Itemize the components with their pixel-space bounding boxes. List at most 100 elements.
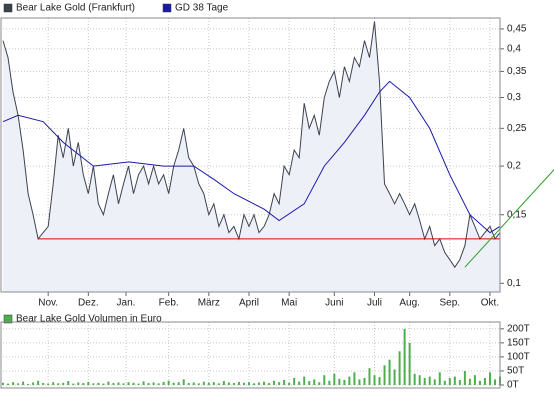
volume-bar	[237, 381, 240, 385]
volume-bar	[157, 383, 160, 385]
volume-bar	[258, 382, 261, 385]
x-tick-label: Juni	[325, 298, 343, 309]
volume-bar	[473, 375, 476, 385]
volume-bar	[182, 379, 185, 385]
volume-bar	[22, 381, 25, 385]
volume-bar	[408, 342, 411, 385]
volume-bar	[62, 382, 65, 385]
x-tick-label: Dez.	[78, 298, 99, 309]
volume-bar	[2, 382, 4, 385]
volume-bar	[12, 382, 15, 385]
volume-bar	[418, 375, 421, 385]
volume-bar	[448, 377, 451, 385]
volume-bar	[458, 379, 461, 385]
volume-bar	[137, 383, 140, 385]
volume-bar	[7, 383, 10, 385]
volume-bar	[428, 376, 431, 385]
volume-bar	[333, 373, 336, 385]
y-tick-label: 0,1	[507, 278, 521, 289]
volume-bar	[147, 383, 150, 385]
volume-bar	[283, 379, 286, 385]
volume-bar	[37, 380, 40, 385]
y-tick-label: 150T	[507, 337, 530, 348]
volume-bar	[232, 383, 235, 385]
volume-bar	[483, 377, 486, 385]
volume-bar	[77, 382, 80, 385]
volume-bar	[207, 382, 210, 385]
volume-bar	[468, 378, 471, 385]
volume-bar	[288, 382, 291, 385]
volume-bar	[32, 382, 35, 385]
plot-frame	[0, 321, 501, 389]
volume-bar	[222, 381, 225, 385]
legend-swatch	[3, 3, 13, 13]
volume-bar	[363, 377, 366, 385]
volume-bar	[92, 383, 95, 385]
volume-bar	[438, 372, 441, 385]
y-tick-label: 0,45	[507, 24, 527, 35]
series-line	[2, 80, 501, 234]
volume-bar	[423, 377, 426, 385]
volume-bar	[72, 383, 75, 385]
volume-bar	[308, 381, 311, 385]
volume-bar	[202, 381, 205, 385]
x-tick-label: Aug.	[399, 298, 420, 309]
volume-bar	[348, 376, 351, 385]
volume-bar	[398, 351, 401, 385]
volume-bar	[373, 375, 376, 385]
x-tick-label: Juli	[367, 298, 382, 309]
x-tick-label: Sep.	[440, 298, 461, 309]
volume-bar	[253, 383, 256, 385]
volume-bar	[278, 382, 281, 385]
volume-bar	[192, 382, 195, 385]
volume-bar	[57, 383, 60, 385]
x-tick-label: Nov.	[38, 298, 58, 309]
y-tick-label: 50T	[507, 366, 524, 377]
volume-bar	[328, 380, 331, 385]
volume-bar	[52, 382, 55, 385]
volume-bar	[303, 376, 306, 385]
volume-bar	[242, 382, 245, 385]
volume-bar	[263, 381, 266, 385]
price-area	[3, 21, 500, 292]
volume-bar	[378, 377, 381, 385]
volume-bar	[112, 383, 115, 385]
volume-bar	[493, 379, 496, 385]
volume-bar	[318, 382, 321, 385]
volume-bar	[67, 381, 70, 385]
x-tick-label: Okt.	[481, 298, 499, 309]
volume-bar	[177, 382, 180, 385]
trend-line	[464, 169, 554, 268]
volume-bar	[388, 359, 391, 385]
volume-bar	[368, 368, 371, 385]
x-tick-label: März	[198, 298, 220, 309]
legend-label: Bear Lake Gold (Frankfurt)	[16, 3, 135, 14]
y-tick-label: 0,25	[507, 123, 527, 134]
x-tick-label: Mai	[281, 298, 297, 309]
volume-bar	[268, 383, 271, 385]
volume-bar	[383, 365, 386, 385]
volume-bar	[453, 376, 456, 385]
volume-bar	[152, 382, 155, 385]
volume-bar	[293, 377, 296, 385]
volume-bar	[443, 380, 446, 385]
volume-bar	[353, 372, 356, 385]
volume-bar	[323, 375, 326, 385]
volume-bar	[132, 382, 135, 385]
volume-bar	[87, 381, 90, 385]
volume-bar	[313, 379, 316, 385]
volume-bar	[162, 381, 165, 385]
y-tick-label: 0,35	[507, 66, 527, 77]
x-tick-label: Feb.	[159, 298, 179, 309]
legend-swatch	[162, 3, 172, 13]
y-tick-label: 200T	[507, 323, 530, 334]
volume-bar	[97, 382, 100, 385]
volume-bar	[187, 383, 190, 385]
y-tick-label: 0,4	[507, 43, 521, 54]
volume-bar	[167, 380, 170, 385]
plot-frame	[0, 17, 501, 293]
volume-bar	[403, 328, 406, 385]
volume-bar	[82, 383, 85, 385]
volume-bar	[217, 383, 220, 385]
legend-swatch	[3, 314, 13, 324]
